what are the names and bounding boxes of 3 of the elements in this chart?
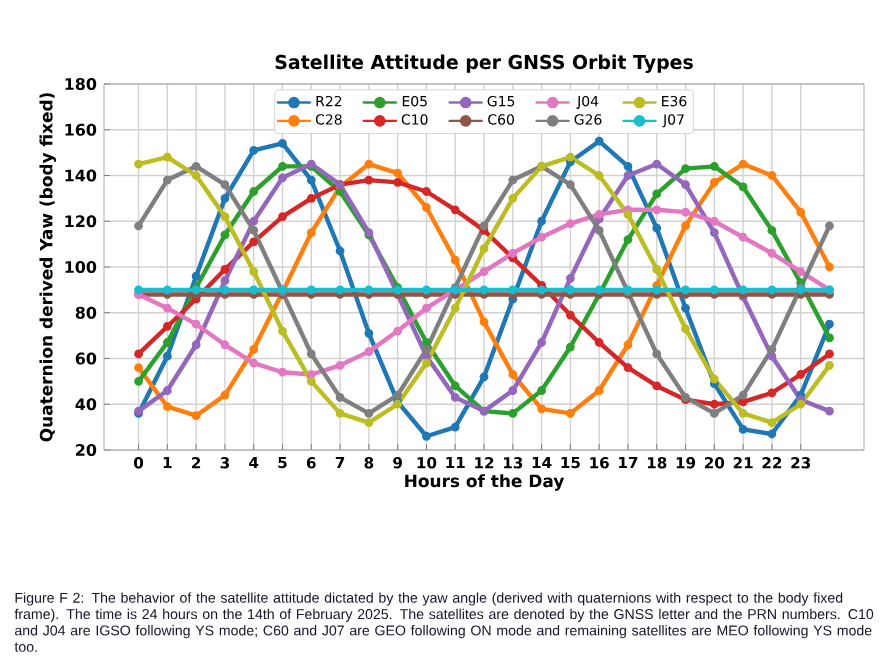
y-axis-title: Quaternion derived Yaw (body fixed) — [39, 93, 57, 442]
x-axis-title: Hours of the Day — [405, 474, 565, 491]
chart-title: Satellite Attitude per GNSS Orbit Types — [275, 54, 693, 74]
